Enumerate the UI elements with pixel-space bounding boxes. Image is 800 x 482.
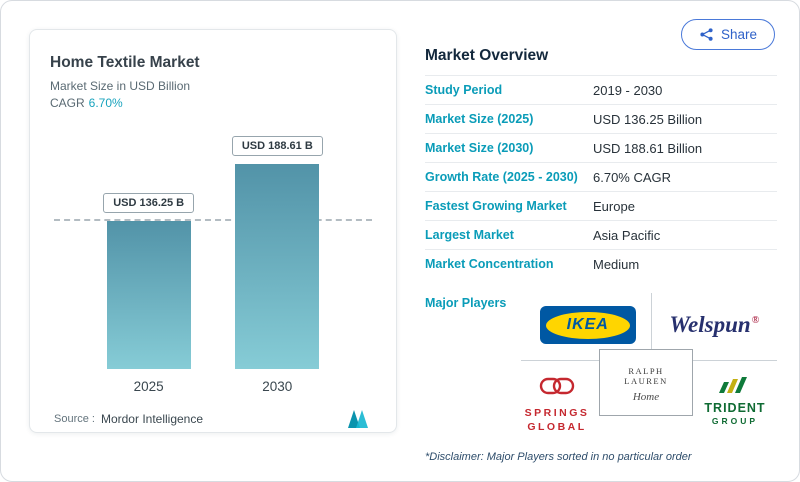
chart-title: Home Textile Market [50,54,200,71]
x-axis-labels: 2025 2030 [62,379,364,394]
row-value-market-concentration: Medium [593,256,640,272]
chart-subtitle: Market Size in USD Billion [50,79,191,93]
row-value-market-size-2030: USD 188.61 Billion [593,140,703,156]
table-row: Growth Rate (2025 - 2030) 6.70% CAGR [425,162,777,191]
source-row: Source : Mordor Intelligence [54,410,372,428]
row-value-market-size-2025: USD 136.25 Billion [593,111,703,127]
ikea-wordmark: IKEA [566,316,609,333]
cagr-value: 6.70% [88,96,123,110]
ikea-logo-icon: IKEA [539,306,636,344]
share-button-label: Share [720,27,757,42]
chart-card: Home Textile Market Market Size in USD B… [29,29,397,433]
bar-value-label-2025: USD 136.25 B [103,193,195,213]
table-row: Market Size (2030) USD 188.61 Billion [425,133,777,162]
source-name: Mordor Intelligence [100,412,204,426]
bar-column-2025: USD 136.25 B [103,193,195,369]
trident-wordmark: TRIDENT [704,401,766,415]
row-value-growth-rate: 6.70% CAGR [593,169,672,185]
share-icon [699,27,714,42]
ralph-lauren-home-script: Home [632,391,660,403]
springs-global-icon [539,375,575,402]
players-row-2: SPRINGS GLOBAL RALPH LAUREN Home [425,349,777,441]
table-row: Market Concentration Medium [425,249,777,278]
row-value-study-period: 2019 - 2030 [593,82,663,98]
bar-chart: USD 136.25 B USD 188.61 B [54,134,372,369]
row-value-fastest-growing-market: Europe [593,198,635,214]
table-row: Study Period 2019 - 2030 [425,75,777,104]
overview-title: Market Overview [425,47,549,64]
x-tick-2030: 2030 [262,379,293,394]
bar-2030 [235,164,320,369]
row-label-market-size-2030: Market Size (2030) [425,141,534,155]
bar-value-label-2030: USD 188.61 B [231,136,323,156]
table-row: Largest Market Asia Pacific [425,220,777,249]
row-label-market-concentration: Market Concentration [425,257,554,271]
player-welspun-logo: Welspun® [652,312,778,338]
major-players-section: Major Players IKEA Welspun® [425,290,777,441]
welspun-registered-mark: ® [751,315,760,326]
row-label-market-size-2025: Market Size (2025) [425,112,534,126]
ikea-oval: IKEA [545,311,630,339]
trident-stripes-icon [718,377,752,398]
table-row: Market Size (2025) USD 136.25 Billion [425,104,777,133]
trident-group-text: GROUP [711,416,759,426]
chart-cagr-line: CAGR 6.70% [50,96,376,110]
player-ralph-lauren-logo: RALPH LAUREN Home [599,349,693,416]
players-vertical-divider [650,293,652,357]
springs-global-wordmark: SPRINGS GLOBAL [524,407,590,434]
source-label: Source : [54,413,95,425]
players-row-1: Major Players IKEA Welspun® [425,290,777,360]
welspun-wordmark: Welspun® [669,312,760,337]
disclaimer-text: *Disclaimer: Major Players sorted in no … [425,451,692,463]
player-trident-logo: TRIDENT GROUP [693,361,777,426]
major-players-label: Major Players [425,296,507,310]
mordor-intelligence-logo-icon [346,410,372,428]
share-button[interactable]: Share [680,19,775,50]
row-label-study-period: Study Period [425,83,503,97]
cagr-label: CAGR [50,96,85,110]
player-ikea-logo: IKEA [525,306,651,344]
bar-2025 [106,221,191,369]
reference-dashed-line [54,219,372,221]
row-value-largest-market: Asia Pacific [593,227,661,243]
row-label-largest-market: Largest Market [425,228,514,242]
row-label-fastest-growing-market: Fastest Growing Market [425,199,567,213]
row-label-growth-rate: Growth Rate (2025 - 2030) [425,170,578,184]
ralph-lauren-wordmark: RALPH LAUREN [624,366,668,386]
table-row: Fastest Growing Market Europe [425,191,777,220]
x-tick-2025: 2025 [133,379,164,394]
market-overview-panel: Market Overview Study Period 2019 - 2030… [425,47,777,463]
player-springs-global-logo: SPRINGS GLOBAL [515,361,599,434]
bar-column-2030: USD 188.61 B [231,136,323,369]
ralph-lauren-framed-logo: RALPH LAUREN Home [599,349,693,416]
